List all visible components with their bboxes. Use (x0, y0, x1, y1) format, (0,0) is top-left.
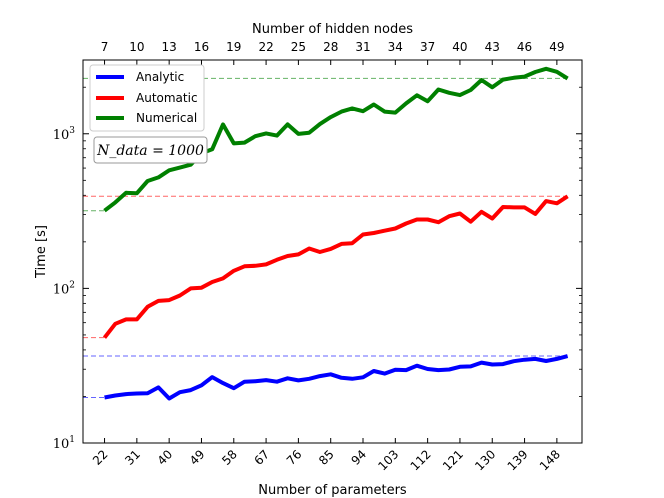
x2-tick-label-46: 46 (517, 40, 532, 54)
x-tick-label-121: 121 (440, 447, 466, 473)
legend-box (89, 64, 205, 132)
x2-axis-title: Number of hidden nodes (252, 22, 413, 37)
x-tick-label-58: 58 (219, 447, 240, 468)
x-tick-label-94: 94 (348, 447, 369, 468)
x2-tick-label-19: 19 (226, 40, 241, 54)
x-tick-label-40: 40 (155, 447, 176, 468)
plot-frame (82, 59, 583, 444)
x-axis-title: Number of parameters (258, 483, 407, 498)
legend-label-automatic: Automatic (136, 91, 198, 105)
legend-label-analytic: Analytic (136, 70, 184, 84)
series-line-analytic (104, 354, 569, 401)
y-axis-title: Time [s] (34, 225, 49, 279)
annotation-text: N_data = 1000 (96, 143, 204, 159)
annotation: N_data = 1000 (93, 136, 208, 164)
y-tick-label-10: 101 (53, 435, 75, 452)
x2-tick-label-22: 22 (258, 40, 273, 54)
x2-tick-label-40: 40 (452, 40, 467, 54)
x2-tick-label-16: 16 (194, 40, 209, 54)
x-tick-label-85: 85 (316, 447, 337, 468)
x-tick-label-76: 76 (284, 447, 305, 468)
x-tick-label-31: 31 (122, 447, 143, 468)
annotation-box (93, 136, 208, 164)
series-line-automatic (102, 194, 569, 339)
y-tick-label-1000: 103 (53, 126, 76, 143)
series-line-numerical (103, 66, 569, 213)
x-tick-label-130: 130 (472, 447, 498, 473)
x2-tick-label-25: 25 (291, 40, 306, 54)
x2-tick-label-37: 37 (420, 40, 435, 54)
x2-tick-label-7: 7 (101, 40, 109, 54)
x2-tick-label-13: 13 (162, 40, 177, 54)
x2-tick-label-49: 49 (549, 40, 564, 54)
x-tick-label-22: 22 (90, 447, 111, 468)
x2-tick-label-34: 34 (388, 40, 403, 54)
x-tick-label-49: 49 (187, 447, 208, 468)
x2-tick-label-43: 43 (485, 40, 500, 54)
x2-tick-label-31: 31 (355, 40, 370, 54)
legend: Analytic Automatic Numerical (89, 64, 205, 132)
legend-label-numerical: Numerical (136, 111, 197, 125)
x-tick-label-139: 139 (505, 447, 531, 473)
x2-tick-label-28: 28 (323, 40, 338, 54)
x-tick-label-112: 112 (408, 447, 434, 473)
x2-tick-label-10: 10 (129, 40, 144, 54)
x-tick-label-67: 67 (252, 447, 273, 468)
y-tick-label-100: 102 (53, 280, 75, 297)
series-lines (102, 66, 569, 401)
x-tick-label-148: 148 (537, 447, 563, 473)
x-tick-label-103: 103 (375, 447, 401, 473)
